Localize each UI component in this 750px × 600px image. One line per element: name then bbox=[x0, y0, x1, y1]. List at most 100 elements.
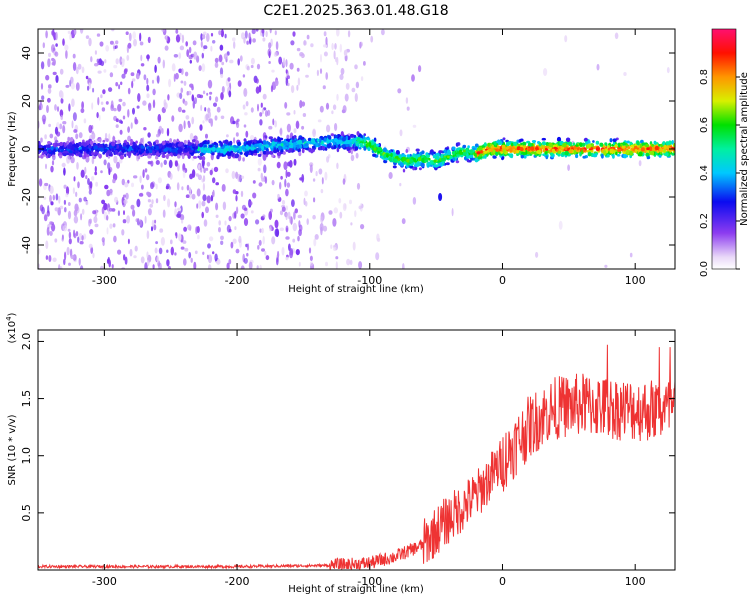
spectrogram-noise-mark bbox=[243, 36, 246, 44]
spectrogram-ridge-mark bbox=[283, 142, 287, 146]
spectrogram-noise-mark bbox=[187, 122, 191, 129]
spectrogram-noise-mark bbox=[306, 34, 310, 40]
spectrogram-noise-mark bbox=[91, 176, 95, 181]
spectrogram-noise-mark bbox=[154, 247, 158, 254]
spectrogram-ridge-mark bbox=[155, 145, 159, 151]
spectrogram-noise-mark bbox=[152, 99, 156, 109]
spectrogram-noise-mark bbox=[64, 251, 67, 261]
spectrogram-ridge-mark bbox=[158, 148, 162, 152]
spectrogram-ridge-mark bbox=[447, 155, 450, 159]
spectrogram-noise-mark bbox=[564, 35, 568, 43]
spectrogram-noise-mark bbox=[108, 259, 111, 268]
spectrogram-noise-mark bbox=[299, 177, 303, 181]
spectrogram-noise-mark bbox=[72, 112, 77, 122]
spectrogram-y-tick-label: 20 bbox=[20, 94, 33, 108]
spectrogram-ridge-mark bbox=[51, 154, 56, 158]
spectrogram-noise-mark bbox=[122, 115, 126, 120]
spectrogram-ridge-mark bbox=[281, 143, 284, 147]
spectrogram-noise-mark bbox=[55, 31, 58, 41]
spectrogram-noise-mark bbox=[52, 257, 57, 263]
spectrogram-ridge-mark bbox=[629, 141, 633, 145]
spectrogram-noise-mark bbox=[188, 251, 192, 259]
spectrogram-noise-mark bbox=[359, 41, 362, 49]
spectrogram-noise-mark bbox=[220, 240, 224, 245]
spectrogram-noise-mark bbox=[146, 77, 149, 85]
spectrogram-ridge-mark bbox=[333, 145, 337, 150]
spectrogram-ridge-mark bbox=[153, 141, 156, 146]
spectrogram-noise-mark bbox=[198, 164, 201, 170]
spectrogram-noise-mark bbox=[273, 51, 278, 57]
spectrogram-noise-mark bbox=[133, 175, 138, 179]
spectrogram-ridge-mark bbox=[467, 145, 470, 149]
spectrogram-noise-mark bbox=[88, 37, 92, 47]
spectrogram-ridge-mark bbox=[541, 141, 546, 146]
spectrogram-noise-mark bbox=[198, 65, 202, 72]
spectrogram-noise-mark bbox=[252, 192, 257, 199]
spectrogram-ridge-mark bbox=[410, 162, 414, 166]
spectrogram-noise-mark bbox=[213, 166, 219, 173]
spectrogram-noise-mark bbox=[238, 235, 242, 244]
spectrogram-noise-mark bbox=[178, 233, 182, 242]
spectrogram-ridge-mark bbox=[666, 145, 669, 150]
spectrogram-ridge-mark bbox=[280, 149, 284, 153]
spectrogram-noise-mark bbox=[49, 194, 52, 203]
spectrogram-noise-mark bbox=[352, 241, 356, 251]
spectrogram-noise-mark bbox=[281, 200, 286, 205]
spectrogram-noise-mark bbox=[49, 185, 54, 194]
spectrogram-ridge-mark bbox=[353, 134, 357, 138]
spectrogram-ridge-mark bbox=[38, 140, 41, 146]
spectrogram-noise-mark bbox=[125, 192, 129, 200]
spectrogram-ridge-mark bbox=[623, 148, 626, 152]
spectrogram-noise-mark bbox=[96, 33, 101, 37]
spectrogram-ridge-mark bbox=[418, 167, 422, 171]
spectrogram-noise-mark bbox=[302, 40, 307, 46]
spectrogram-noise-mark bbox=[49, 231, 53, 236]
spectrogram-noise-mark bbox=[285, 225, 289, 233]
spectrogram-ridge-mark bbox=[428, 157, 431, 161]
spectrogram-noise-mark bbox=[349, 259, 353, 265]
spectrogram-noise-mark bbox=[197, 234, 200, 240]
spectrogram-ridge-mark bbox=[349, 142, 352, 147]
spectrogram-noise-mark bbox=[98, 114, 101, 121]
spectrogram-noise-mark bbox=[117, 104, 122, 112]
spectrogram-noise-mark bbox=[209, 91, 213, 95]
spectrogram-noise-mark bbox=[304, 201, 308, 207]
colorbar-tick-label: 0.4 bbox=[699, 165, 710, 181]
spectrogram-noise-mark bbox=[306, 218, 309, 226]
spectrogram-ridge-mark bbox=[132, 142, 136, 145]
spectrogram-noise-mark bbox=[146, 174, 150, 181]
spectrogram-noise-mark bbox=[71, 120, 74, 129]
spectrogram-ridge-mark bbox=[671, 140, 674, 145]
spectrogram-noise-mark bbox=[199, 124, 203, 131]
spectrogram-noise-mark bbox=[346, 258, 351, 266]
spectrogram-noise-mark bbox=[73, 29, 77, 35]
spectrogram-ridge-mark bbox=[520, 154, 524, 159]
spectrogram-ridge-mark bbox=[186, 147, 191, 151]
spectrogram-ridge-mark bbox=[405, 149, 409, 153]
spectrogram-noise-mark bbox=[174, 232, 177, 237]
spectrogram-noise-mark bbox=[309, 255, 313, 261]
spectrogram-noise-mark bbox=[209, 95, 212, 101]
spectrogram-noise-mark bbox=[215, 202, 219, 211]
spectrogram-noise-mark bbox=[78, 132, 83, 139]
spectrogram-noise-mark bbox=[38, 178, 43, 187]
spectrogram-noise-mark bbox=[279, 227, 284, 232]
spectrogram-noise-mark bbox=[220, 74, 224, 78]
spectrogram-noise-mark bbox=[257, 103, 259, 112]
spectrogram-noise-mark bbox=[40, 137, 43, 143]
spectrogram-noise-mark bbox=[242, 104, 246, 110]
spectrogram-noise-mark bbox=[330, 244, 333, 249]
spectrogram-ridge-mark bbox=[538, 149, 542, 155]
spectrogram-noise-mark bbox=[227, 77, 231, 82]
spectrogram-noise-mark bbox=[298, 261, 301, 267]
spectrogram-noise-mark bbox=[91, 102, 94, 110]
spectrogram-ridge-mark bbox=[338, 140, 343, 143]
spectrogram-noise-mark bbox=[245, 130, 249, 138]
spectrogram-noise-mark bbox=[47, 205, 50, 214]
spectrogram-noise-mark bbox=[354, 210, 357, 218]
spectrogram-noise-mark bbox=[326, 156, 330, 163]
spectrogram-noise-mark bbox=[121, 229, 125, 236]
spectrogram-noise-mark bbox=[289, 249, 294, 259]
spectrogram-ridge-mark bbox=[416, 161, 421, 167]
spectrogram-ridge-mark bbox=[480, 150, 483, 154]
